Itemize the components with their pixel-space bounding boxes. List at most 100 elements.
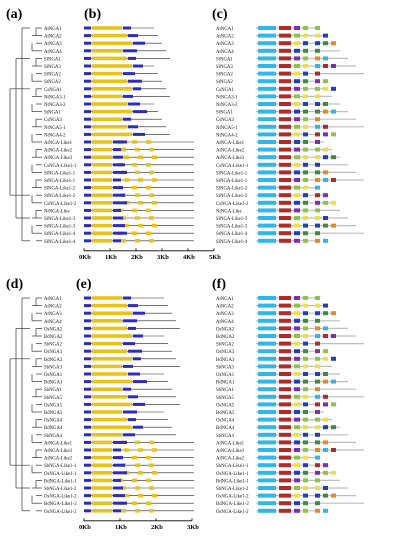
utr-block [84,125,91,129]
panel-label-a: (a) [6,7,23,22]
motif-box [303,486,308,490]
gene-label: BdNGA-Like1-2 [216,502,249,507]
axis-tick-label: 5Kb [209,254,221,261]
utr-block [133,110,147,114]
exon-block [121,509,126,513]
motif-box [258,238,276,243]
utr-block [84,201,91,205]
motif-box [279,493,291,498]
gene-label: AtNGA3 [216,42,234,47]
motif-box [323,41,328,46]
motif-box [294,470,300,475]
motif-box [315,448,320,452]
utr-block [84,34,91,38]
gene-label: SbNGA-Like1-2 [44,487,77,492]
motif-box [303,86,308,91]
utr-block [84,311,91,315]
utr-block [123,410,137,414]
motif-box [323,311,328,316]
utr-block [84,410,91,414]
utr-block [133,64,143,68]
gene-label: OsNGA3 [44,350,63,355]
gene-label: SbNGA1 [216,388,234,393]
motif-box [258,402,276,407]
motif-box [323,86,328,91]
gene-label: SlNGA-Like1-3 [44,217,76,222]
utr-block [84,471,91,475]
motif-box [315,231,320,236]
exon-block [146,455,151,460]
motif-box [279,387,291,392]
motif-box [294,356,300,361]
motif-box [303,71,308,76]
motif-box [294,162,300,167]
axis-tick-label: 0Kb [79,524,91,531]
motif-box [315,94,320,99]
motif-box [315,71,320,76]
motif-box [315,341,320,346]
motif-box [331,200,336,205]
gene-label: NtNGA5-1 [44,126,66,131]
utr-block [128,56,136,60]
exon-block [92,109,132,114]
exon-block [92,170,112,175]
utr-block [84,72,91,76]
utr-block [113,208,121,212]
exon-block [149,486,154,490]
motif-box [258,463,276,468]
motif-box [323,132,328,137]
motif-box [294,318,300,323]
panel-label-c: (c) [212,7,228,22]
utr-block [123,342,135,346]
motif-box [258,223,276,228]
motif-box [258,178,276,182]
utr-block [84,148,91,152]
motif-box [258,425,276,430]
motif-box [303,102,308,106]
motif-box [279,463,291,468]
motif-box [258,303,276,308]
exon-block [135,486,140,490]
motif-box [294,296,300,300]
motif-box [294,86,300,91]
motif-box [323,170,328,175]
motif-box [323,147,328,152]
utr-block [84,509,91,513]
motif-box [303,94,308,99]
exon-block [146,208,151,213]
gene-label: NtNGA4-2 [44,133,66,138]
motif-box [331,448,336,452]
gene-label: SbNGA1 [44,388,62,393]
motif-box [279,193,291,198]
motif-box [315,425,320,430]
motif-box [258,124,276,129]
motif-box [315,64,320,68]
gene-label: BdNGA5 [216,411,235,416]
motif-box [303,387,308,392]
utr-block [84,140,91,144]
gene-label: NtNGA3-1 [216,95,238,100]
motif-box [258,79,276,84]
motif-box [303,200,308,205]
motif-box [294,117,300,122]
utr-block [84,357,91,361]
exon-block [121,147,126,152]
motif-box [294,231,300,236]
utr-block [84,440,91,444]
exon-block [92,326,127,331]
gene-label: BdNGA1 [216,381,235,386]
motif-box [258,64,276,68]
utr-block [84,349,91,353]
utr-block [133,87,141,91]
motif-box [323,124,328,129]
utr-block [113,440,127,444]
motif-box [315,140,320,144]
motif-box [258,170,276,175]
motif-box [315,223,320,228]
motif-box [315,402,320,407]
motif-box [303,238,308,243]
exon-block [138,223,143,228]
motif-box [323,493,328,498]
motif-box [258,311,276,316]
gene-label: StNGA1 [216,111,233,116]
